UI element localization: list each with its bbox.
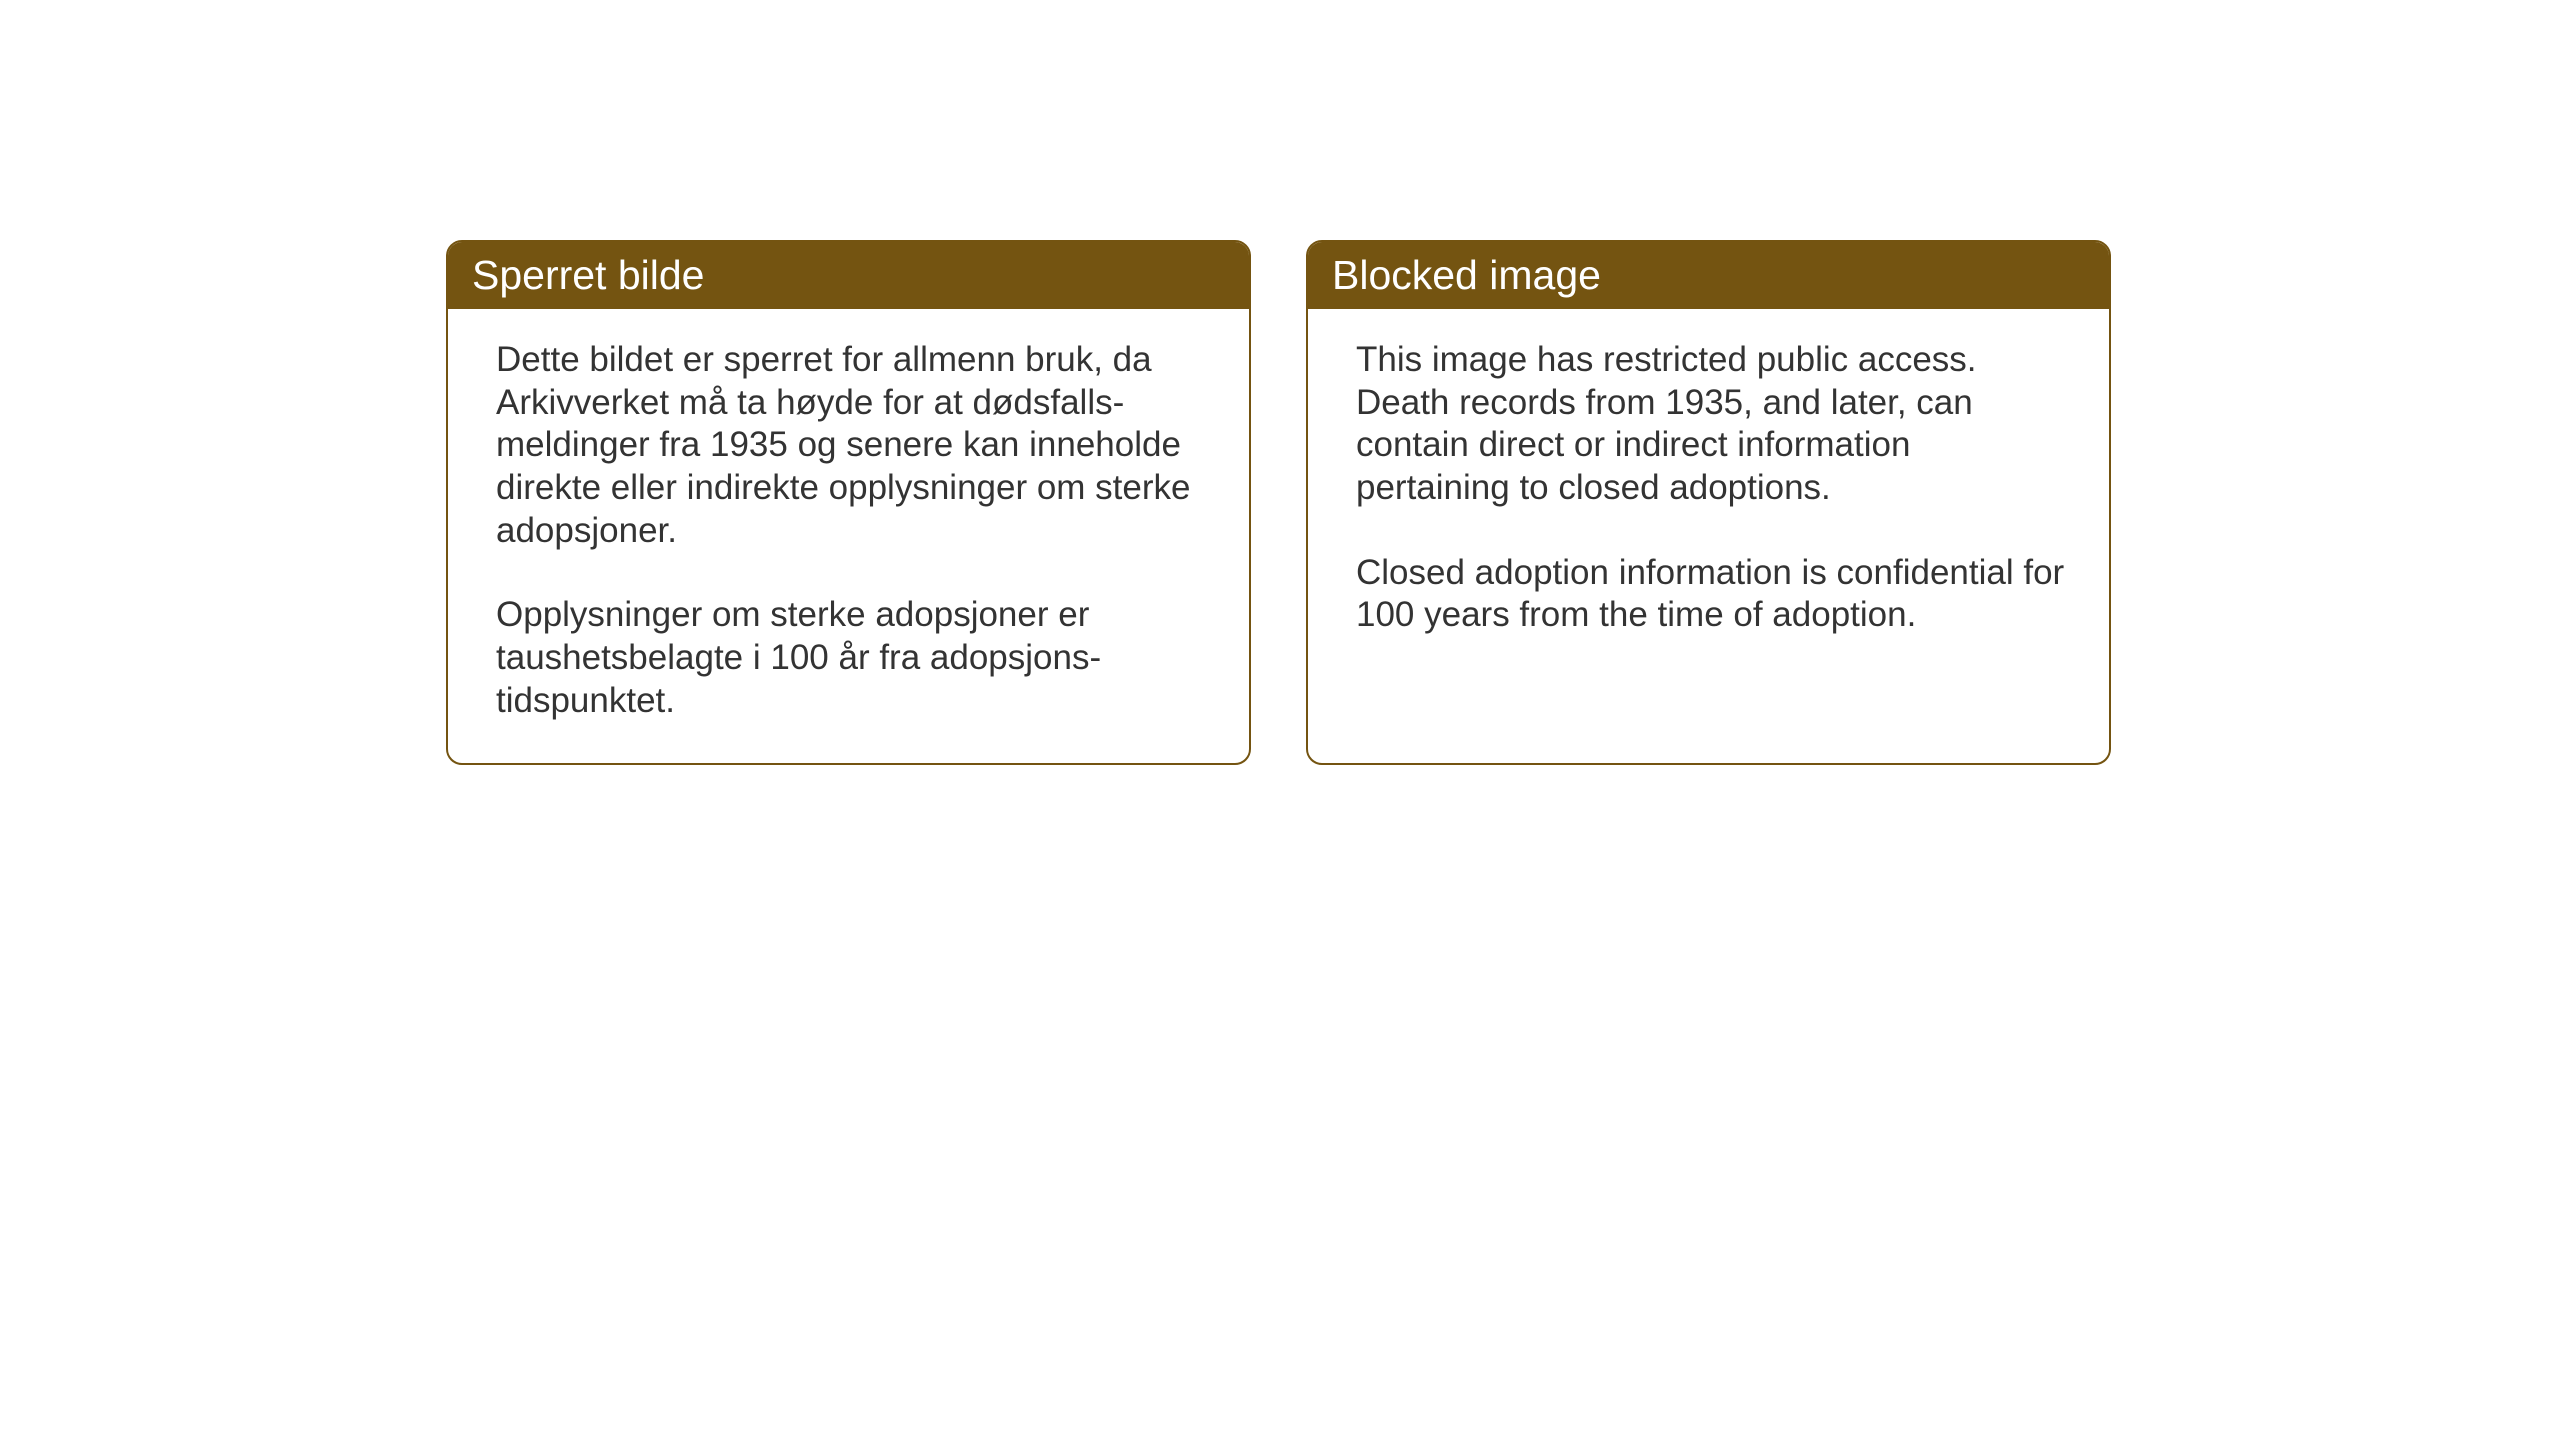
card-header-english: Blocked image: [1308, 242, 2109, 309]
notice-card-english: Blocked image This image has restricted …: [1306, 240, 2111, 765]
notice-container: Sperret bilde Dette bildet er sperret fo…: [446, 240, 2111, 765]
card-paragraph: Opplysninger om sterke adopsjoner er tau…: [496, 594, 1209, 722]
card-body-norwegian: Dette bildet er sperret for allmenn bruk…: [448, 309, 1249, 763]
card-paragraph: Dette bildet er sperret for allmenn bruk…: [496, 339, 1209, 552]
card-paragraph: Closed adoption information is confident…: [1356, 552, 2069, 637]
notice-card-norwegian: Sperret bilde Dette bildet er sperret fo…: [446, 240, 1251, 765]
card-paragraph: This image has restricted public access.…: [1356, 339, 2069, 510]
card-header-norwegian: Sperret bilde: [448, 242, 1249, 309]
card-body-english: This image has restricted public access.…: [1308, 309, 2109, 677]
